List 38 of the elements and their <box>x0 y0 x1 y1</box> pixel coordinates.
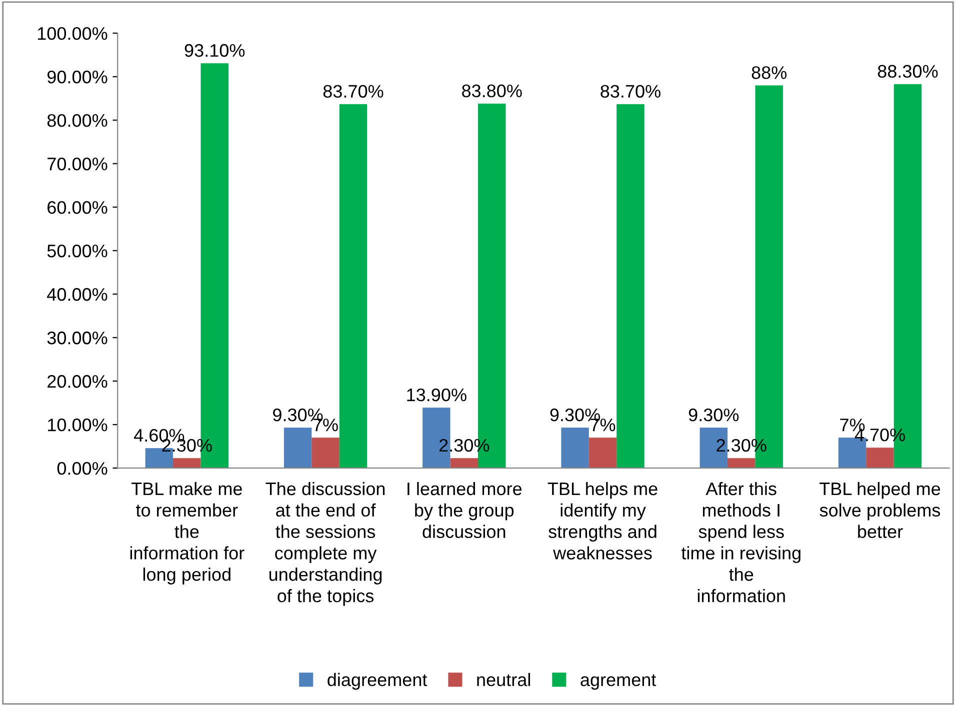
legend-label: agrement <box>580 674 656 690</box>
legend-label: diagreement <box>328 672 428 690</box>
x-tick-label: TBL make me to remember the information for long period <box>130 482 244 584</box>
y-tick-label: 80.00% <box>47 114 108 127</box>
legend-label: neutral <box>477 672 530 686</box>
bar <box>616 104 644 468</box>
data-label: 88.30% <box>878 64 938 78</box>
x-tick-label: I learned more by the group discussion <box>408 482 522 538</box>
data-label: 83.80% <box>462 84 522 98</box>
y-tick-label: 30.00% <box>47 332 108 344</box>
data-label: 83.70% <box>323 84 384 98</box>
bar <box>866 448 894 468</box>
bar <box>284 428 312 468</box>
bar <box>339 104 368 468</box>
y-tick-label: 60.00% <box>48 201 108 214</box>
y-tick-label: 10.00% <box>48 418 108 432</box>
x-tick-label: TBL helps me identify my strengths and weaknesses <box>548 482 658 560</box>
bar <box>728 458 756 468</box>
y-tick-label: 0.00% <box>57 462 108 475</box>
bar <box>561 428 589 468</box>
bar <box>173 458 201 468</box>
y-tick-label: 70.00% <box>48 158 108 170</box>
x-tick-label: The discussion at the end of the sessions complete my understanding of the topics <box>266 482 385 606</box>
bar <box>312 438 340 468</box>
data-label: 93.10% <box>184 44 245 57</box>
x-tick-label: After this methods I spend less time in revising the information <box>681 482 800 602</box>
data-label: 83.70% <box>600 84 660 98</box>
y-tick-label: 40.00% <box>47 288 108 301</box>
data-label: 13.90% <box>407 388 466 402</box>
y-tick-label: 100.00% <box>38 27 108 40</box>
y-tick-label: 90.00% <box>47 70 108 84</box>
y-tick-label: 20.00% <box>48 375 108 388</box>
y-tick-label: 50.00% <box>47 244 108 258</box>
bar <box>450 458 478 468</box>
data-label: 88% <box>752 66 787 80</box>
data-label: 9.30% <box>688 408 739 422</box>
bar <box>588 438 617 468</box>
x-tick-label: TBL helped me solve problems better <box>820 482 940 538</box>
